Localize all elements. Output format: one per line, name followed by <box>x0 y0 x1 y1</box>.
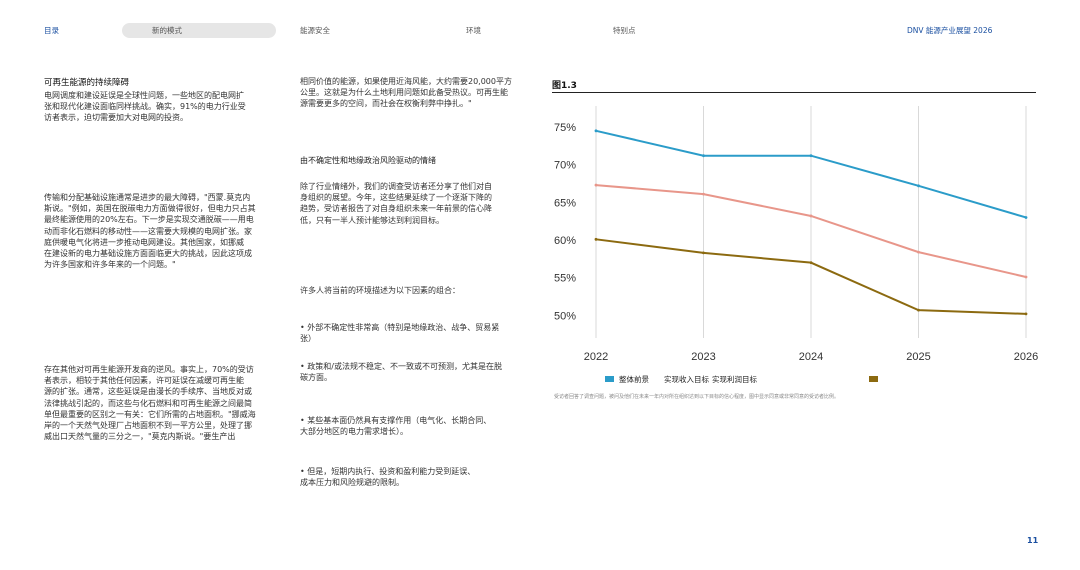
col1-paragraph-1: 电网调度和建设延误是全球性问题，一些地区的配电网扩 张和现代化建设面临同样挑战。… <box>44 90 246 124</box>
y-tick-label: 55% <box>554 273 576 285</box>
text-line: 动而非化石燃料的移动性——这需要大规模的电网扩张。家 <box>44 226 252 236</box>
text-line: 电网调度和建设延误是全球性问题，一些地区的配电网扩 <box>44 91 244 100</box>
x-tick-label: 2024 <box>799 351 823 363</box>
text-line: 访者表示，迫切需要加大对电网的投资。 <box>44 113 188 123</box>
text-line: 张和现代化建设面临同样挑战。确实，91%的电力行业受 <box>44 102 246 112</box>
text-line: • 政策和/或法规不稳定、不一致或不可预测，尤其是在脱 <box>300 362 502 371</box>
y-tick-label: 50% <box>554 310 576 322</box>
data-point <box>594 129 598 133</box>
data-point <box>1024 312 1028 316</box>
text-line: 成本压力和风险规避的限制。 <box>300 478 404 488</box>
bullet-item: • 但是，短期内执行、投资和盈利能力受到延误、 成本压力和风险规避的限制。 <box>300 466 475 488</box>
text-line: • 但是，短期内执行、投资和盈利能力受到延误、 <box>300 467 476 476</box>
top-navigation: 目录 新的模式 能源安全 环境 特别点 DNV 能源产业展望 2026 <box>0 23 1080 39</box>
nav-active-tab[interactable]: 新的模式 <box>122 23 276 38</box>
y-tick-label: 70% <box>554 160 576 172</box>
text-line: 公里。这就是为什么土地利用问题如此备受热议。可再生能 <box>300 88 508 98</box>
text-line: 最终能源使用的20%左右。下一步是实现交通脱碳——用电 <box>44 215 254 225</box>
figure-footnote: 受访者回答了调查问题，被问及他们在未来一年内对所在组织达到以下目标的信心程度，图… <box>554 394 840 400</box>
text-line: 在建设新的电力基础设施方面面临更大的挑战，因此这项成 <box>44 249 252 259</box>
text-line: 源的扩张。通常，这些延误是由漫长的手续序、当地反对或 <box>44 387 252 397</box>
y-tick-label: 65% <box>554 197 576 209</box>
legend-swatch-gold <box>869 376 878 382</box>
x-tick-label: 2023 <box>691 351 715 363</box>
text-line: 身组织的展望。今年，这些结果延续了一个逐渐下降的 <box>300 193 492 203</box>
data-point <box>809 261 813 265</box>
text-line: 单但最重要的区别之一有关：它们所需的占地面积。"挪威海 <box>44 409 256 419</box>
nav-contents[interactable]: 目录 <box>44 26 59 35</box>
x-tick-label: 2022 <box>584 351 608 363</box>
data-point <box>594 183 598 187</box>
text-line: 为许多国家和许多年来的一个问题。" <box>44 260 176 270</box>
nav-report-title[interactable]: DNV 能源产业展望 2026 <box>907 26 993 35</box>
text-line: 传输和分配基础设施通常是进步的最大障碍，"西蒙.莫克内 <box>44 193 251 202</box>
nav-active-label: 新的模式 <box>152 26 182 35</box>
x-tick-label: 2025 <box>906 351 930 363</box>
bullet-item: • 政策和/或法规不稳定、不一致或不可预测，尤其是在脱 碳方面。 <box>300 361 502 383</box>
line-chart: 75% 70% 65% 60% 55% 50% 2022 2023 2024 2025 2026 <box>554 106 1038 363</box>
text-line: 除了行业情绪外，我们的调查受访者还分享了他们对自 <box>300 182 492 191</box>
text-line: 斯说。"例如，英国在脱碳电力方面做得很好，但电力只占其 <box>44 204 256 214</box>
data-point <box>702 192 705 196</box>
col2-paragraph-2: 除了行业情绪外，我们的调查受访者还分享了他们对自 身组织的展望。今年，这些结果延… <box>300 181 492 226</box>
text-line: 趋势，受访者报告了对自身组织未来一年前景的信心降 <box>300 204 492 214</box>
bullet-item: • 某些基本面仍然具有支撑作用（电气化、长期合同、 大部分地区的电力需求增长）。 <box>300 415 491 437</box>
text-line: 张） <box>300 334 316 344</box>
text-line: 碳方面。 <box>300 373 332 383</box>
text-line: 庭供暖电气化将进一步推动电网建设。其他国家，如挪威 <box>44 237 244 247</box>
text-line: 威出口天然气量的三分之一，"莫克内斯说。"要生产出 <box>44 432 236 442</box>
data-point <box>917 184 920 188</box>
text-line: • 外部不确定性非常高（特别是地缘政治、战争、贸易紧 <box>300 323 500 332</box>
text-line: 岸的一个天然气处理厂占地面积不到一平方公里，处理了挪 <box>44 421 252 431</box>
data-point <box>1024 216 1028 219</box>
bullet-item: • 外部不确定性非常高（特别是地缘政治、战争、贸易紧 张） <box>300 322 499 344</box>
nav-features[interactable]: 特别点 <box>613 26 636 35</box>
data-point <box>809 154 813 158</box>
page-number: 11 <box>1027 536 1039 545</box>
text-line: 源需要更多的空间，而社会在权衡利弊中挣扎。" <box>300 99 472 109</box>
data-point <box>1024 275 1028 279</box>
text-line: 相同价值的能源，如果使用近海风能，大约需要20,000平方 <box>300 77 512 86</box>
text-line: 者表示，相较于其他任何因素，许可延误在减缓可再生能 <box>44 376 244 386</box>
col2-paragraph-1: 相同价值的能源，如果使用近海风能，大约需要20,000平方 公里。这就是为什么土… <box>300 76 512 110</box>
figure-label: 图1.3 <box>552 81 577 91</box>
text-line: 大部分地区的电力需求增长）。 <box>300 427 408 437</box>
legend-label-blue: 整体前景 <box>619 375 649 384</box>
col1-paragraph-2: 传输和分配基础设施通常是进步的最大障碍，"西蒙.莫克内 斯说。"例如，英国在脱碳… <box>44 192 256 270</box>
x-tick-label: 2026 <box>1014 351 1038 363</box>
legend-label-red: 实现收入目标 <box>664 375 709 384</box>
y-tick-label: 60% <box>554 235 576 247</box>
text-line: 法律挑战引起的，而这些与化石燃料和可再生能源之间最简 <box>44 398 252 408</box>
data-point <box>917 308 920 312</box>
data-point <box>594 237 598 241</box>
text-line: 存在其他对可再生能源开发商的逆风。事实上，70%的受访 <box>44 365 254 374</box>
y-tick-label: 75% <box>554 122 576 134</box>
data-point <box>917 250 920 254</box>
figure-rule <box>552 92 1036 93</box>
col1-paragraph-3: 存在其他对可再生能源开发商的逆风。事实上，70%的受访 者表示，相较于其他任何因… <box>44 364 256 442</box>
text-line: • 某些基本面仍然具有支撑作用（电气化、长期合同、 <box>300 416 492 425</box>
legend-swatch-blue <box>605 376 614 382</box>
data-point <box>702 251 705 255</box>
nav-environment[interactable]: 环境 <box>466 26 481 35</box>
subsection-heading: 由不确定性和地缘政治风险驱动的情绪 <box>300 156 436 165</box>
nav-energy-security[interactable]: 能源安全 <box>300 26 330 35</box>
section-heading: 可再生能源的持续障碍 <box>44 78 130 88</box>
col2-paragraph-3: 许多人将当前的环境描述为以下因素的组合： <box>300 286 460 295</box>
legend-label-gold: 实现利润目标 <box>712 375 757 384</box>
data-point <box>809 214 813 218</box>
text-line: 低，只有一半人预计能够达到利润目标。 <box>300 215 444 225</box>
data-point <box>702 154 705 158</box>
